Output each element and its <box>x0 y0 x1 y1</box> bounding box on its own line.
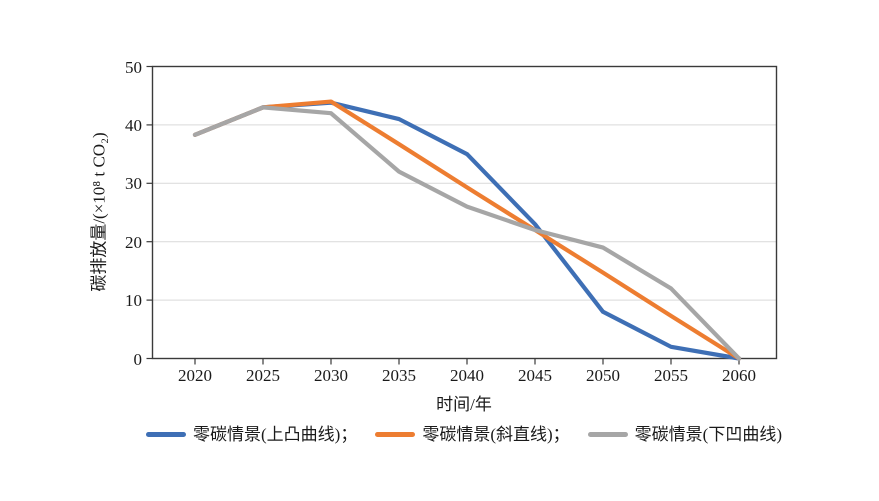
x-tick-label: 2040 <box>450 366 484 385</box>
y-axis-title: 碳排放量/(×10⁸ t CO₂) <box>89 132 109 292</box>
series-line-0 <box>192 100 742 361</box>
x-tick-label: 2030 <box>314 366 348 385</box>
y-tick-label: 0 <box>133 349 143 369</box>
legend-swatch-blue-line <box>146 432 187 437</box>
y-tick-label: 20 <box>125 232 142 252</box>
legend-label: 零碳情景(斜直线)； <box>422 425 570 444</box>
series-line-2 <box>192 105 742 361</box>
y-tick-label: 40 <box>125 115 142 135</box>
legend-label: 零碳情景(下凹曲线) <box>634 425 782 444</box>
legend-item-concave: 零碳情景(下凹曲线) <box>587 425 782 444</box>
x-tick-label: 2045 <box>518 366 552 385</box>
legend-swatch-orange-line <box>375 432 416 437</box>
x-tick-label: 2020 <box>178 366 212 385</box>
y-tick-label: 30 <box>125 174 142 194</box>
x-tick-label: 2060 <box>722 366 756 385</box>
x-tick-label: 2035 <box>382 366 416 385</box>
x-tick-label: 2025 <box>246 366 280 385</box>
y-tick-label: 50 <box>125 57 142 77</box>
x-axis-title: 时间/年 <box>436 395 492 414</box>
legend-item-straight: 零碳情景(斜直线)； <box>375 425 570 444</box>
x-tick-label: 2055 <box>654 366 688 385</box>
x-tick-label: 2050 <box>586 366 620 385</box>
series-line-1 <box>192 99 742 361</box>
y-tick-label: 10 <box>125 291 142 311</box>
legend-swatch-gray-line <box>587 432 628 437</box>
plot-border <box>151 65 778 360</box>
legend-item-convex: 零碳情景(上凸曲线)； <box>146 426 357 443</box>
legend: 零碳情景(上凸曲线)； 零碳情景(斜直线)； 零碳情景(下凹曲线) <box>146 425 782 444</box>
legend-label: 零碳情景(上凸曲线)； <box>193 425 358 444</box>
